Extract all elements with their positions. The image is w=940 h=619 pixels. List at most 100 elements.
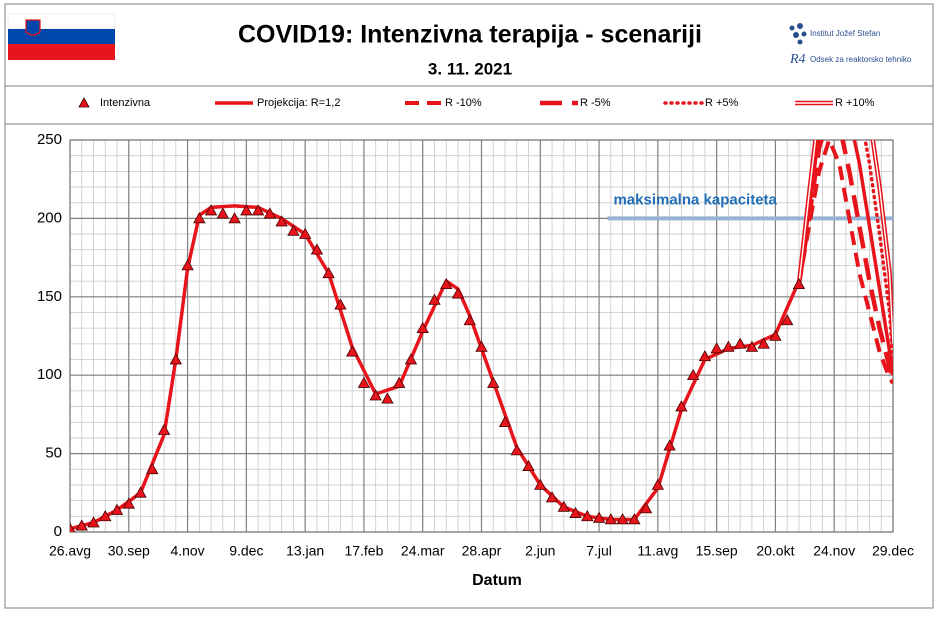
data-point (87, 516, 100, 528)
y-tick-label: 100 (37, 366, 62, 383)
data-point (440, 277, 453, 290)
data-point (322, 266, 335, 279)
y-tick-label: 200 (37, 209, 62, 226)
data-point (204, 204, 218, 216)
legend-label: Intenzivna (100, 97, 151, 109)
data-point (628, 513, 641, 525)
data-point (169, 353, 182, 365)
data-point (298, 227, 312, 239)
data-point (110, 503, 124, 515)
data-point (710, 342, 723, 354)
data-point (639, 502, 653, 514)
data-point (557, 500, 570, 512)
data-point (451, 287, 465, 299)
data-point (522, 459, 535, 471)
data-point (287, 224, 300, 236)
x-tick-label: 2.jun (525, 543, 555, 559)
data-point (498, 415, 512, 428)
data-point (534, 478, 547, 490)
data-point (263, 207, 277, 219)
data-point (99, 509, 112, 522)
data-point (604, 513, 618, 525)
capacity-label: maksimalna kapaciteta (613, 191, 777, 208)
x-tick-label: 20.okt (756, 543, 794, 559)
data-point (275, 215, 288, 227)
data-point (569, 506, 582, 518)
legend-label: Projekcija: R=1,2 (257, 97, 340, 109)
y-tick-label: 150 (37, 288, 62, 305)
data-point (616, 513, 629, 525)
data-point (792, 277, 806, 290)
data-point (663, 439, 676, 451)
y-tick-label: 50 (45, 445, 62, 462)
legend-label: R +10% (835, 97, 875, 109)
data-point (675, 400, 688, 412)
data-point (122, 497, 135, 509)
x-tick-label: 28.apr (462, 543, 502, 559)
data-point (146, 462, 159, 475)
data-point (240, 204, 253, 216)
legend-label: R -10% (445, 97, 482, 109)
x-tick-label: 9.dec (229, 543, 263, 559)
x-tick-label: 24.nov (813, 543, 855, 559)
data-point (310, 243, 324, 255)
data-point (487, 376, 500, 388)
department-name: Odsek za reaktorsko tehniko (810, 55, 912, 64)
x-tick-label: 17.feb (344, 543, 383, 559)
legend-label: R -5% (580, 97, 611, 109)
y-tick-label: 0 (54, 523, 62, 540)
legend-marker (78, 97, 90, 108)
data-point (228, 212, 241, 224)
data-point (781, 313, 794, 326)
data-point (698, 350, 712, 362)
x-tick-label: 7.jul (586, 543, 612, 559)
chart-subtitle: 3. 11. 2021 (428, 59, 512, 78)
x-tick-label: 13.jan (286, 543, 324, 559)
data-point (545, 491, 559, 503)
data-point (393, 376, 406, 388)
series-line-inner (798, 140, 893, 344)
data-point (345, 345, 359, 357)
series-line (796, 140, 893, 385)
data-point (70, 522, 76, 532)
x-tick-label: 29.dec (872, 543, 914, 559)
data-point (769, 329, 782, 341)
x-tick-label: 26.avg (49, 543, 91, 559)
data-point (745, 340, 759, 352)
data-point (134, 486, 147, 498)
data-point (193, 212, 206, 224)
y-tick-label: 250 (37, 131, 62, 148)
institute-name: Institut Jožef Stefan (810, 29, 880, 38)
data-point (722, 340, 735, 352)
legend-label: R +5% (705, 97, 739, 109)
data-point (216, 207, 230, 219)
data-point (686, 368, 700, 381)
chart-title: COVID19: Intenzivna terapija - scenariji (238, 21, 702, 49)
x-axis-label: Datum (472, 572, 522, 589)
data-point (334, 298, 347, 310)
data-point (381, 392, 394, 404)
x-tick-label: 4.nov (170, 543, 204, 559)
x-tick-label: 15.sep (696, 543, 738, 559)
data-point (592, 511, 606, 523)
series-line (796, 140, 893, 381)
plot-clip (70, 140, 893, 532)
data-point (581, 509, 594, 522)
data-point (369, 389, 382, 401)
data-point (357, 376, 371, 388)
data-point (757, 337, 770, 349)
data-point (733, 337, 747, 349)
data-point (157, 423, 171, 435)
x-tick-label: 11.avg (637, 543, 678, 559)
x-tick-label: 30.sep (108, 543, 150, 559)
data-point (463, 313, 476, 326)
data-point (510, 444, 523, 456)
department-logo: R4 (789, 52, 806, 67)
data-point (475, 340, 488, 352)
flag (7, 13, 116, 60)
data-point (428, 293, 441, 305)
data-point (75, 519, 88, 531)
x-tick-label: 24.mar (401, 543, 445, 559)
